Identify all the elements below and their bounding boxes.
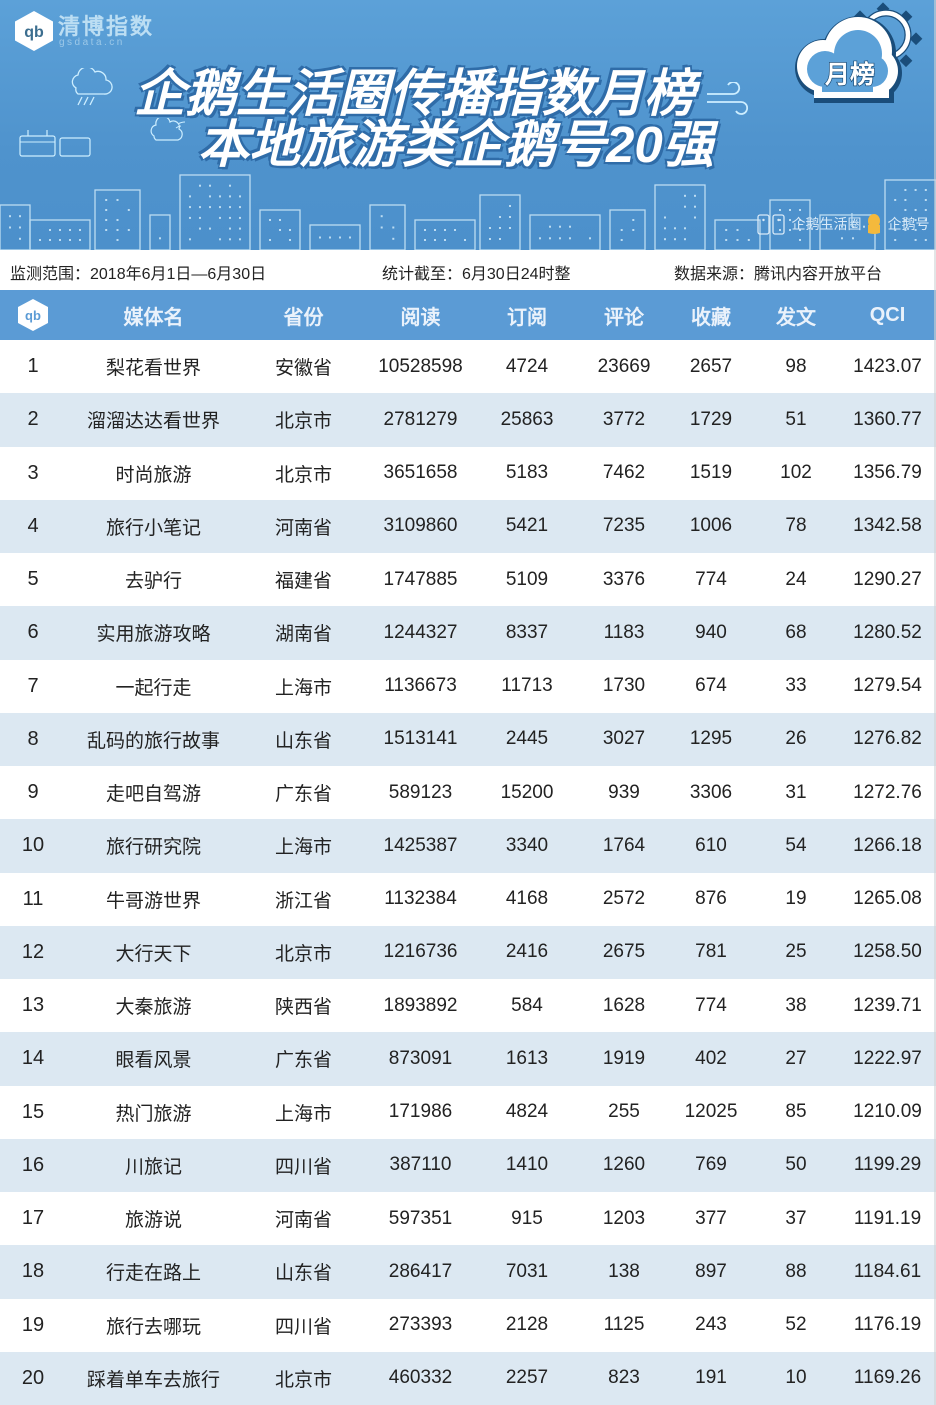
svg-text:月榜: 月榜 (824, 60, 875, 89)
svg-text:qb: qb (24, 24, 44, 41)
svg-text:qb: qb (25, 308, 41, 323)
